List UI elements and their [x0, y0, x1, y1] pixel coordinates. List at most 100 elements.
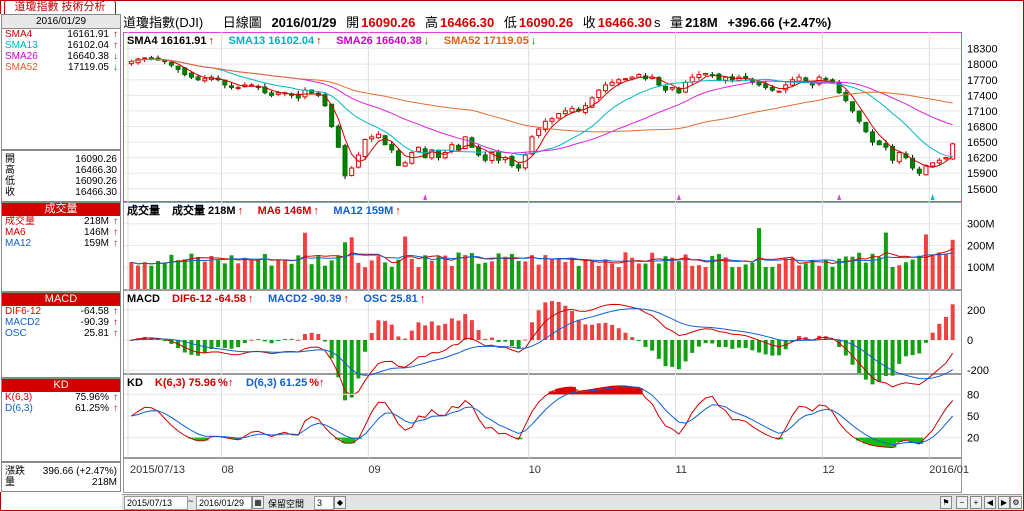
zoom-out-icon[interactable]: −	[956, 496, 968, 509]
candle-body	[622, 78, 628, 81]
volume-bar	[770, 266, 775, 289]
legend-label: OSC 25.81	[363, 293, 417, 305]
reserve-space-field[interactable]: 3	[314, 496, 334, 510]
volume-bar	[256, 260, 261, 289]
candle-body	[168, 62, 174, 66]
macd-osc-bar	[583, 324, 588, 340]
candle-body	[369, 136, 375, 140]
price-tick-label: 17700	[967, 75, 998, 87]
date-range-separator: ~	[188, 496, 194, 506]
macd-osc-bar	[356, 340, 361, 379]
scroll-right-icon[interactable]: ▶	[998, 496, 1010, 509]
candle-body	[569, 107, 575, 113]
candle-body	[342, 145, 348, 177]
macd-osc-bar	[883, 340, 888, 376]
volume-bar	[322, 265, 327, 289]
calendar-icon[interactable]: ▦	[252, 496, 264, 509]
candle-body	[322, 94, 328, 107]
info-row-value: 146M	[83, 227, 109, 238]
end-date-field[interactable]: 2016/01/29	[196, 496, 252, 510]
macd-osc-bar	[797, 335, 802, 340]
volume-bar	[302, 232, 307, 289]
macd-osc-bar	[463, 314, 468, 340]
volume-bar	[309, 264, 314, 289]
info-row-value: 16466.30	[75, 187, 117, 198]
signal-marker	[423, 194, 428, 200]
info-row-label: SMA4	[5, 29, 33, 40]
candle-body	[796, 76, 802, 82]
zoom-in-icon[interactable]: +	[970, 496, 982, 509]
macd-osc-bar	[536, 310, 541, 340]
legend-label: SMA26 16640.38	[336, 35, 422, 47]
settings-icon[interactable]: ⚙	[1010, 496, 1022, 509]
volume-bar	[449, 265, 454, 289]
volume-bar	[229, 255, 234, 289]
macd-osc-bar	[336, 340, 341, 378]
ohlc-info-box: 開 16090.26 高 16466.30 低 16090.26 收 16466.30	[1, 150, 121, 202]
macd-osc-bar	[523, 339, 528, 341]
start-date-field[interactable]: 2015/07/13	[124, 496, 188, 510]
macd-osc-bar	[750, 340, 755, 351]
candle-body	[482, 154, 488, 161]
macd-signal-line	[131, 308, 953, 380]
close-value: 16466.30	[597, 15, 653, 30]
panel-price-frame	[123, 32, 962, 202]
info-row-label: 高	[5, 165, 15, 176]
kd-overbought-fill	[595, 388, 603, 395]
candle-body	[562, 110, 568, 115]
volume-bar	[189, 253, 194, 289]
volume-bar	[650, 252, 655, 289]
volume-bar	[129, 262, 134, 289]
macd-osc-bar	[603, 322, 608, 340]
volume-bar	[803, 263, 808, 289]
high-value: 16466.30	[440, 15, 495, 30]
high-label: 高	[425, 15, 439, 30]
arrow-up-icon: ↑	[420, 293, 426, 305]
kd-oversold-fill	[869, 437, 877, 446]
macd-osc-bar	[162, 340, 167, 341]
volume-bar	[329, 260, 334, 289]
arrow-up-icon: ↑	[209, 35, 215, 47]
spin-icon[interactable]: ◆	[334, 496, 346, 509]
candle-body	[429, 149, 435, 159]
volume-bar	[790, 257, 795, 289]
sma52-line	[131, 58, 953, 133]
candle-body	[703, 73, 709, 76]
candle-body	[395, 150, 401, 166]
technical-chart[interactable]: 18300 18000 17700 17400 17100 16800 16500 16200…	[123, 32, 1023, 494]
macd-osc-bar	[309, 332, 314, 340]
price-tick-label: 17100	[967, 106, 998, 118]
info-date: 2016/01/29	[2, 15, 120, 29]
candle-body	[609, 81, 615, 86]
volume-bar	[416, 266, 421, 289]
volume-bar	[476, 263, 481, 289]
info-row: OSC 25.81 ↑	[2, 328, 120, 339]
ma-info-box: 2016/01/29 SMA4 16161.91 ↑ SMA13 16102.04 ↑ SM…	[1, 14, 121, 150]
volume-bar	[262, 254, 267, 289]
kd-oversold-fill	[855, 437, 864, 441]
arrow-up-icon: ↑	[113, 216, 118, 227]
flag-icon[interactable]: ⚑	[940, 496, 952, 509]
volume-bar	[222, 263, 227, 289]
candle-body	[556, 113, 562, 119]
volume-bar	[149, 265, 154, 289]
macd-osc-bar	[890, 340, 895, 376]
macd-osc-bar	[209, 340, 214, 350]
tab-technical-analysis[interactable]: 道瓊指數 技術分析	[4, 0, 116, 15]
macd-osc-bar	[777, 340, 782, 356]
volume-bar	[496, 253, 501, 289]
volume-bar	[863, 262, 868, 289]
volume-bar	[396, 259, 401, 289]
ma-rows: SMA4 16161.91 ↑ SMA13 16102.04 ↑ SMA26 16640.38…	[2, 29, 120, 73]
macd-osc-bar	[857, 340, 862, 374]
scroll-left-icon[interactable]: ◀	[984, 496, 996, 509]
volume-bar	[857, 252, 862, 289]
volume-bar	[436, 256, 441, 289]
macd-info-box: MACD DIF6-12 -64.58 ↑ MACD2 -90.39 ↑ OSC 25.81 ↑	[1, 292, 121, 378]
arrow-down-icon: ↓	[113, 62, 118, 73]
volume-bar	[843, 256, 848, 289]
macd-osc-bar	[516, 340, 521, 349]
candle-body	[375, 133, 381, 139]
arrow-up-icon: ↑	[113, 403, 118, 414]
macd-osc-bar	[630, 337, 635, 340]
